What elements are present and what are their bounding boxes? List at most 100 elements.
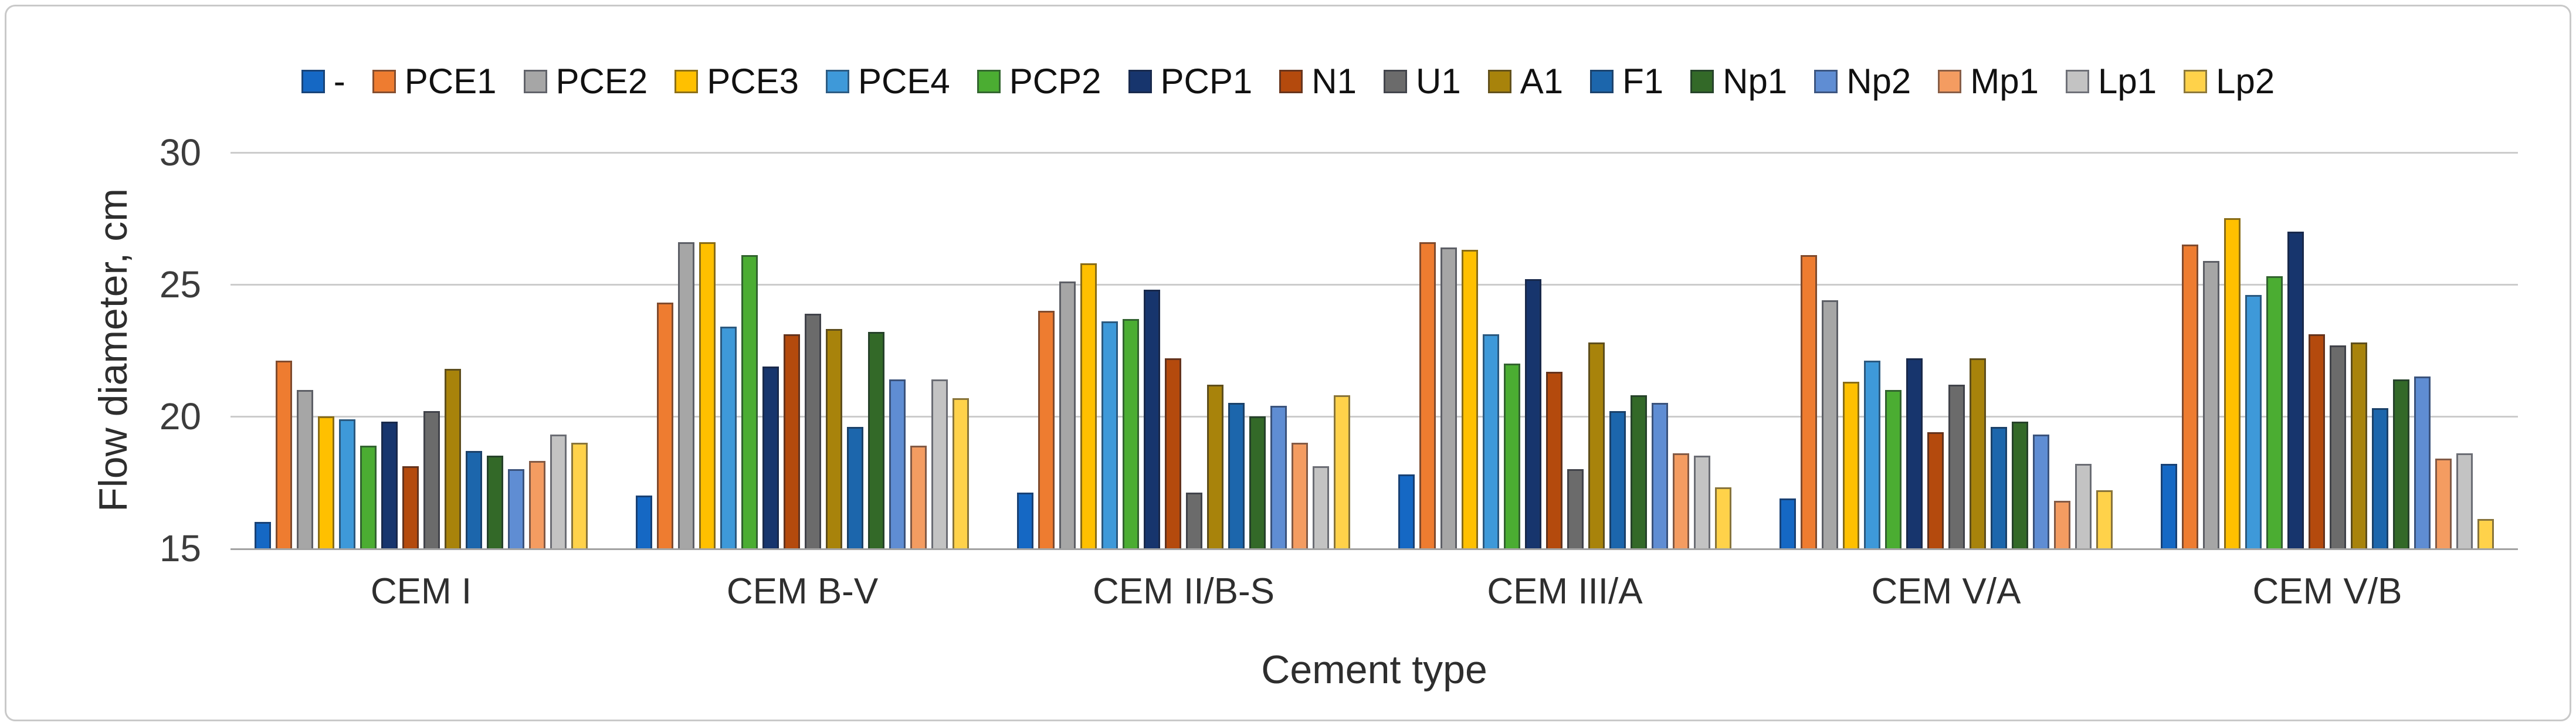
bar-lp2 xyxy=(571,443,588,548)
bar-pcp2 xyxy=(360,446,377,548)
legend-swatch-icon xyxy=(1279,70,1303,93)
bar-mp1 xyxy=(2054,501,2070,548)
legend-label: PCP2 xyxy=(1009,62,1101,101)
legend-label: A1 xyxy=(1520,62,1564,101)
bar-np1 xyxy=(2393,379,2409,548)
bar-pcp1 xyxy=(1144,290,1160,548)
legend-item-pcp1: PCP1 xyxy=(1128,64,1252,99)
bar-lp2 xyxy=(1715,487,1731,548)
legend-item-np1: Np1 xyxy=(1690,64,1787,99)
bar-u1 xyxy=(1948,385,1965,548)
legend-label: U1 xyxy=(1415,62,1461,101)
bar-lp1 xyxy=(1313,466,1329,548)
bar-np1 xyxy=(2012,422,2028,548)
bar-pcp1 xyxy=(1525,279,1541,548)
gridline-20 xyxy=(231,416,2518,418)
y-axis-title: Flow diameter, cm xyxy=(91,188,135,512)
gridline-30 xyxy=(231,152,2518,154)
bar-np2 xyxy=(508,469,524,548)
category-label-cem-ii-b-s: CEM II/B-S xyxy=(1092,571,1275,612)
bar-pcp2 xyxy=(2266,276,2283,548)
legend-label: Np2 xyxy=(1846,62,1911,101)
bar-np1 xyxy=(1631,395,1647,548)
bar-chart-figure: - PCE1 PCE2 PCE3 PCE4 PCP2 PCP1 N1 U1 A1 F1 Np1 Np2 M… xyxy=(5,5,2571,721)
bar-pce2 xyxy=(1059,281,1076,548)
legend-swatch-icon xyxy=(826,70,850,93)
bar-lp2 xyxy=(2096,490,2113,548)
bar-n1 xyxy=(784,334,800,548)
bar-f1 xyxy=(847,427,863,548)
bar-pcp2 xyxy=(741,255,758,548)
legend-item-a1: A1 xyxy=(1487,62,1564,101)
category-label-cem-v-b: CEM V/B xyxy=(2252,571,2402,612)
y-tick-label-15: 15 xyxy=(159,527,201,569)
legend-item-np2: Np2 xyxy=(1814,62,1911,101)
bar-n1 xyxy=(1546,372,1562,548)
bar-group-cem-i xyxy=(231,152,612,548)
bar-mp1 xyxy=(1292,443,1308,548)
y-tick-label-25: 25 xyxy=(159,263,201,306)
y-tick-label-30: 30 xyxy=(159,131,201,174)
bar-pce4 xyxy=(1864,361,1880,548)
bar-lp2 xyxy=(1334,395,1350,548)
bar-none xyxy=(636,496,652,548)
gridline-25 xyxy=(231,284,2518,286)
bar-lp1 xyxy=(1694,456,1710,548)
bar-np2 xyxy=(2033,435,2049,548)
bar-np2 xyxy=(2414,376,2431,548)
bar-none xyxy=(1017,493,1033,548)
bar-a1 xyxy=(445,369,461,548)
bar-group-cem-iii-a xyxy=(1374,152,1755,548)
bar-pce1 xyxy=(276,361,292,548)
bar-pcp2 xyxy=(1123,319,1139,548)
legend-swatch-icon xyxy=(2184,70,2208,93)
legend-item-pcp2: PCP2 xyxy=(977,62,1101,101)
legend-item-lp1: Lp1 xyxy=(2065,64,2157,99)
legend-item-n1: N1 xyxy=(1279,64,1357,99)
legend-swatch-icon xyxy=(2065,70,2089,93)
legend-swatch-icon xyxy=(1128,70,1152,93)
bar-pce3 xyxy=(1462,250,1478,548)
legend-swatch-icon xyxy=(977,70,1001,93)
bar-lp1 xyxy=(2075,464,2092,548)
bar-mp1 xyxy=(2435,459,2452,548)
legend-item-lp2: Lp2 xyxy=(2184,64,2275,99)
bar-np2 xyxy=(1652,403,1668,548)
bar-f1 xyxy=(466,451,482,548)
bar-mp1 xyxy=(529,461,545,548)
legend-label: F1 xyxy=(1622,62,1664,101)
legend-swatch-icon xyxy=(301,70,325,93)
bar-pce4 xyxy=(720,327,737,548)
bar-f1 xyxy=(1609,411,1626,548)
category-label-cem-iii-a: CEM III/A xyxy=(1487,571,1643,612)
bar-pce3 xyxy=(699,242,716,548)
bar-a1 xyxy=(1588,342,1605,548)
legend-item-pce4: PCE4 xyxy=(826,62,950,101)
legend-label: Mp1 xyxy=(1970,62,2039,101)
legend-swatch-icon xyxy=(674,70,699,93)
bar-a1 xyxy=(826,329,842,548)
legend-swatch-icon xyxy=(523,70,547,93)
bar-u1 xyxy=(805,314,821,548)
bar-group-cem-ii-b-s xyxy=(993,152,1374,548)
bar-lp1 xyxy=(550,435,567,548)
chart-legend: - PCE1 PCE2 PCE3 PCE4 PCP2 PCP1 N1 U1 A1 F1 Np1 Np2 M… xyxy=(6,62,2570,101)
bar-group-cem-b-v xyxy=(612,152,993,548)
legend-item-none: - xyxy=(301,64,345,99)
bar-f1 xyxy=(2372,408,2388,548)
legend-item-mp1: Mp1 xyxy=(1938,62,2039,101)
bar-pce4 xyxy=(2245,295,2262,548)
legend-item-pce2: PCE2 xyxy=(523,64,648,99)
legend-swatch-icon xyxy=(1383,70,1407,93)
legend-swatch-icon xyxy=(1590,70,1614,93)
bar-pcp1 xyxy=(381,422,398,548)
bar-pce1 xyxy=(1801,255,1817,548)
legend-swatch-icon xyxy=(1814,70,1838,93)
bar-pce3 xyxy=(318,416,334,548)
bar-pce1 xyxy=(1038,311,1055,548)
bar-pcp1 xyxy=(2287,232,2304,548)
legend-label: PCE4 xyxy=(858,62,950,101)
legend-label: PCE1 xyxy=(404,62,497,101)
legend-item-f1: F1 xyxy=(1590,62,1664,101)
bar-u1 xyxy=(2330,345,2346,548)
